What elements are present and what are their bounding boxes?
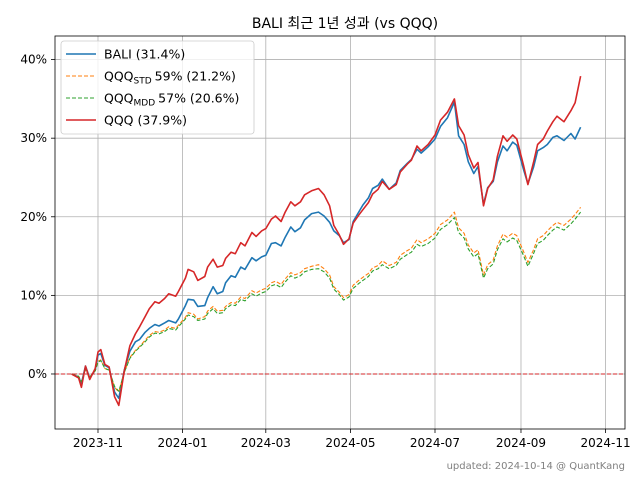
- legend-subscript: MDD: [134, 99, 156, 109]
- legend-label-1: QQQSTD 59% (21.2%): [104, 69, 236, 87]
- x-tick-label: 2024-11: [581, 436, 631, 450]
- y-tick-label: 20%: [20, 210, 47, 224]
- legend-subscript: STD: [134, 77, 152, 87]
- x-tick-label: 2024-03: [241, 436, 291, 450]
- x-tick-label: 2024-07: [410, 436, 460, 450]
- legend-suffix: 59% (21.2%): [155, 69, 236, 84]
- y-axis-ticks: 0% 10% 20% 30% 40%: [20, 53, 55, 381]
- series-line-1: [71, 206, 582, 393]
- x-tick-label: 2024-05: [325, 436, 375, 450]
- legend-name: QQQ: [104, 69, 134, 84]
- chart-title: BALI 최근 1년 성과 (vs QQQ): [252, 16, 438, 32]
- y-tick-label: 30%: [20, 131, 47, 145]
- legend-name: QQQ: [104, 91, 134, 106]
- legend-label-2: QQQMDD 57% (20.6%): [104, 91, 239, 109]
- x-tick-label: 2023-11: [73, 436, 123, 450]
- series-lines: [71, 75, 582, 407]
- y-tick-label: 0%: [28, 367, 47, 381]
- legend-name: BALI (31.4%): [104, 47, 185, 62]
- grid-lines: [55, 36, 625, 429]
- series-line-3: [71, 75, 582, 407]
- plot-frame: [54, 35, 626, 430]
- legend-box: [60, 40, 255, 135]
- legend: BALI (31.4%)QQQSTD 59% (21.2%)QQQMDD 57% (…: [60, 40, 255, 135]
- legend-name: QQQ (37.9%): [104, 113, 187, 128]
- x-axis-ticks: 2023-11 2024-01 2024-03 2024-05 2024-07 2024-…: [73, 429, 631, 450]
- footer-updated: updated: 2024-10-14 @ QuantKang: [447, 461, 625, 472]
- legend-label-3: QQQ (37.9%): [104, 113, 187, 128]
- series-line-2: [71, 211, 582, 392]
- y-tick-label: 10%: [20, 288, 47, 302]
- y-tick-label: 40%: [20, 53, 47, 67]
- legend-label-0: BALI (31.4%): [104, 47, 185, 62]
- x-tick-label: 2024-09: [496, 436, 546, 450]
- legend-suffix: 57% (20.6%): [158, 91, 239, 106]
- x-tick-label: 2024-01: [158, 436, 208, 450]
